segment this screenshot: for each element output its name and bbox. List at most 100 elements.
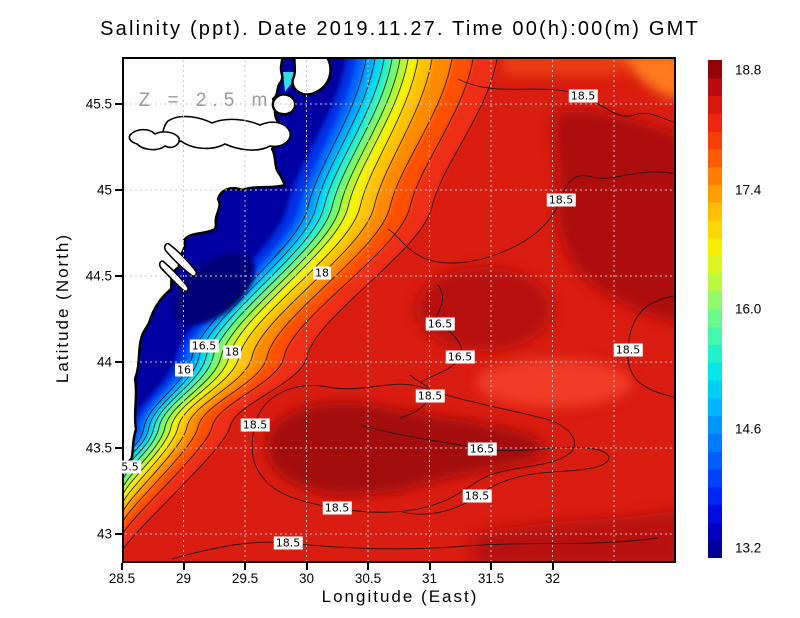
chart-title: Salinity (ppt). Date 2019.11.27. Time 00…	[100, 18, 700, 40]
colorbar-tick-label: 18.8	[735, 62, 762, 78]
orange-corner-topright	[622, 57, 676, 100]
colorbar-tick-label: 17.4	[735, 182, 762, 197]
x-tick-mark	[367, 563, 369, 570]
frontal-contour-6	[122, 57, 419, 506]
contour-label: 18.5	[322, 501, 352, 515]
graticule-gridlines	[122, 57, 676, 563]
x-tick-label: 31	[421, 571, 438, 586]
land-headland	[271, 93, 297, 116]
contour-label: 16.5	[425, 317, 455, 331]
contour-label: 16	[175, 363, 193, 377]
colorbar-step	[708, 184, 722, 203]
colorbar-step	[708, 237, 722, 257]
frontal-contour-2	[122, 57, 385, 476]
contour-label: 18.5	[568, 89, 598, 103]
map-plot-area: Z = 2.5 m 18 16.5 18 16 5.5 18.5 18.5 16.5 16.5 1…	[122, 57, 676, 563]
dark-region-central	[266, 402, 546, 496]
low-salinity-core-group	[172, 253, 256, 325]
x-tick-mark	[305, 563, 308, 570]
salinity-field-art	[122, 57, 676, 563]
frontal-contour-8	[122, 57, 453, 525]
x-tick-mark	[428, 563, 431, 570]
contour-label: 16.5	[467, 442, 497, 456]
colorbar-step	[708, 326, 722, 346]
colorbar-step	[708, 451, 722, 470]
x-tick-mark	[182, 563, 185, 570]
colorbar-tick-label: 14.6	[735, 421, 762, 436]
plot-frame	[122, 57, 676, 563]
y-tick-mark	[115, 447, 122, 449]
colorbar-step	[708, 113, 722, 132]
topleft-lake	[128, 128, 181, 151]
y-tick-mark	[115, 361, 122, 363]
colorbar-step	[708, 131, 722, 150]
colorbar-step	[708, 344, 722, 363]
y-tick-label: 45.5	[85, 96, 112, 112]
x-tick-label: 29.5	[231, 571, 259, 586]
colorbar-step	[708, 291, 722, 310]
y-tick-mark	[115, 275, 122, 277]
colorbar-step	[708, 202, 722, 221]
y-tick-mark	[115, 103, 122, 105]
colorbar	[708, 60, 722, 558]
isohaline-18p5-bottom	[171, 537, 659, 560]
contour-label: 18.5	[415, 389, 445, 403]
frontal-contour-9	[122, 57, 474, 537]
colorbar-step	[708, 504, 722, 523]
y-tick-mark	[115, 189, 122, 191]
colorbar-step	[708, 469, 722, 488]
x-tick-mark	[490, 563, 492, 570]
colorbar-step	[708, 362, 722, 381]
dark-region-midtop	[416, 267, 552, 351]
salinity-extrema-patches	[266, 57, 676, 563]
contour-label: 18	[223, 345, 241, 359]
y-tick-label: 44	[96, 354, 112, 370]
colorbar-step	[708, 166, 722, 185]
colorbar-step	[708, 77, 722, 97]
colorbar-step	[708, 380, 722, 399]
isohaline-mid-1	[419, 284, 462, 384]
delta-lagoon-1	[163, 242, 198, 277]
x-tick-label: 28.5	[108, 571, 136, 586]
colorbar-step	[708, 522, 722, 541]
colorbar-step	[708, 433, 722, 452]
low-salinity-core	[172, 253, 256, 325]
x-tick-label: 30	[298, 571, 315, 586]
y-tick-label: 44.5	[85, 268, 112, 284]
colorbar-step	[708, 397, 722, 417]
contour-label: 16.5	[189, 339, 219, 353]
y-tick-label: 43.5	[85, 440, 112, 456]
dark-region-topright	[553, 110, 676, 324]
warm-top-strip	[502, 57, 622, 75]
frontal-contour-5	[122, 57, 409, 498]
contour-label: 18.5	[240, 418, 270, 432]
y-tick-mark	[115, 533, 122, 535]
colorbar-step	[708, 148, 722, 168]
colorbar-step	[708, 273, 722, 292]
light-red-lens	[476, 359, 632, 407]
isohaline-18p5-upper	[387, 171, 676, 264]
colorbar-tick-label: 16.0	[735, 301, 762, 317]
x-tick-label: 30.5	[354, 571, 382, 586]
land-group	[122, 57, 332, 467]
isohaline-18p5-central-loop	[251, 383, 575, 513]
contour-label: 5.5	[122, 460, 141, 474]
contour-label: 18.5	[273, 536, 303, 550]
land-spit	[291, 57, 332, 96]
x-tick-mark	[244, 563, 246, 570]
colorbar-step	[708, 95, 722, 114]
frontal-contour-10	[122, 57, 498, 553]
contour-label: 18.5	[546, 193, 576, 207]
depth-annotation: Z = 2.5 m	[138, 90, 274, 111]
x-tick-mark	[121, 563, 123, 570]
colorbar-step	[708, 255, 722, 274]
x-tick-label: 31.5	[477, 571, 505, 586]
dark-region-bottomright	[472, 510, 676, 563]
frontal-contour-3	[122, 57, 393, 483]
contour-label: 16.5	[445, 350, 475, 364]
contour-label: 18.5	[613, 343, 643, 357]
colorbar-tick-label: 13.2	[735, 540, 762, 556]
colorbar-step	[708, 415, 722, 434]
colorbar-step	[708, 486, 722, 506]
frontal-contour-7	[122, 57, 433, 515]
